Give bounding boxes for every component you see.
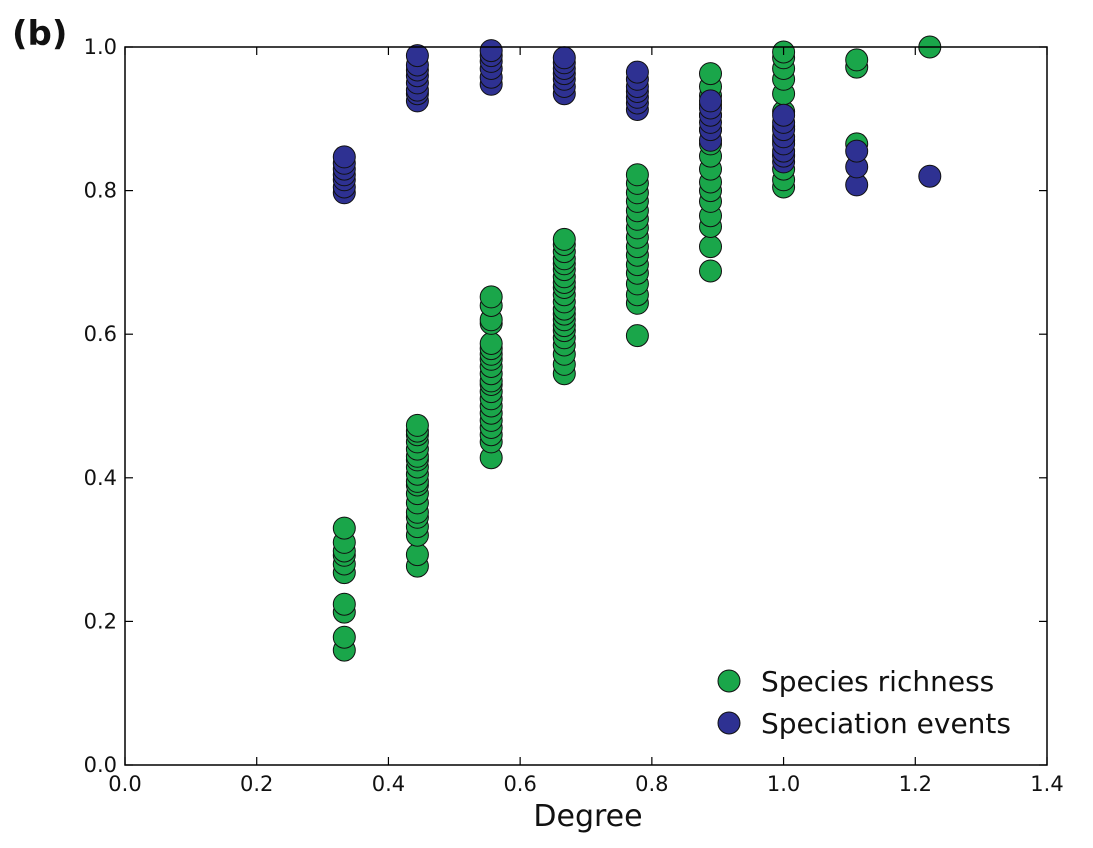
- x-tick-label: 0.2: [240, 772, 273, 796]
- data-point: [699, 235, 722, 259]
- points-layer: [332, 35, 942, 662]
- y-tick-label: 0.4: [84, 466, 117, 490]
- plot-frame: [124, 46, 1048, 766]
- data-point: [332, 625, 356, 649]
- data-point: [699, 89, 722, 113]
- data-point: [479, 332, 503, 355]
- data-point: [699, 259, 722, 283]
- legend-marker: [717, 669, 741, 693]
- series-1-points: [332, 35, 942, 662]
- legend: Species richness Speciation events: [717, 665, 1011, 740]
- data-point: [552, 227, 576, 251]
- x-tick-label: 1.0: [767, 772, 800, 796]
- y-tick-label: 0.6: [84, 322, 117, 346]
- x-tick-label: 0.4: [372, 772, 405, 796]
- legend-marker: [717, 711, 741, 735]
- data-point: [405, 543, 429, 567]
- y-tick-label: 0.2: [84, 609, 117, 633]
- legend-label: Speciation events: [761, 707, 1011, 740]
- data-point: [625, 60, 649, 84]
- data-point: [332, 145, 356, 169]
- legend-label: Species richness: [761, 665, 994, 698]
- y-tick-label: 0.0: [84, 753, 117, 777]
- x-tick-label: 1.2: [899, 772, 932, 796]
- y-tick-label: 0.8: [84, 179, 117, 203]
- data-point: [699, 62, 722, 86]
- x-tick-label: 0.6: [503, 772, 536, 796]
- ticks-layer: 0.0 0.2 0.4 0.6 0.8 1.0 1.2 1.4 0.0 0.2 0.4 0.6 0.8 1…: [84, 35, 1064, 796]
- data-point: [772, 103, 796, 127]
- data-point: [845, 139, 869, 163]
- y-tick-label: 1.0: [84, 35, 117, 59]
- data-point: [405, 413, 429, 437]
- data-point: [332, 592, 356, 616]
- series-2-points: [332, 39, 942, 205]
- data-point: [479, 285, 503, 309]
- data-point: [625, 324, 649, 348]
- data-point: [479, 39, 503, 63]
- x-tick-label: 0.8: [635, 772, 668, 796]
- data-point: [918, 164, 942, 188]
- x-axis-title: Degree: [533, 799, 642, 834]
- data-point: [552, 46, 576, 70]
- x-tick-label: 0.0: [108, 772, 141, 796]
- x-tick-label: 1.4: [1030, 772, 1063, 796]
- data-point: [332, 516, 356, 540]
- data-point: [625, 163, 649, 187]
- data-point: [845, 48, 869, 72]
- data-point: [405, 44, 429, 68]
- panel-label: (b): [12, 14, 68, 54]
